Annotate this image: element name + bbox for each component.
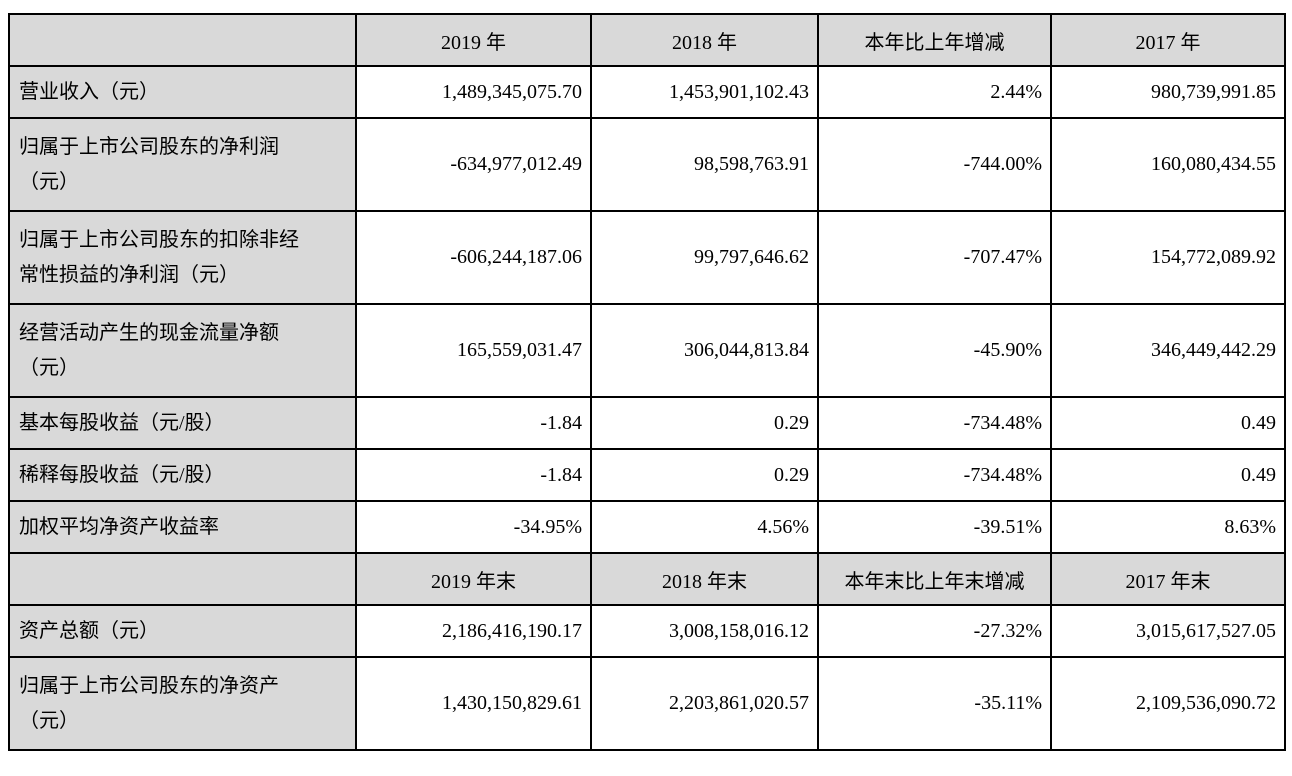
value-cell: -27.32% [817,604,1052,658]
corner-cell [8,552,357,606]
table-row: 经营活动产生的现金流量净额 （元） 165,559,031.47 306,044,8… [8,303,1286,398]
table-row: 资产总额（元） 2,186,416,190.17 3,008,158,016.12-… [8,604,1286,658]
value-cell: 2,203,861,020.57 [590,656,819,751]
value-cell: 98,598,763.91 [590,117,819,212]
value-cell: 0.29 [590,396,819,450]
value-cell: -1.84 [355,396,592,450]
row-label: 归属于上市公司股东的净利润 （元） [8,117,357,212]
value-cell: -734.48% [817,396,1052,450]
value-cell: 1,453,901,102.43 [590,65,819,119]
value-cell: -734.48% [817,448,1052,502]
value-cell: 3,008,158,016.12 [590,604,819,658]
row-label: 加权平均净资产收益率 [8,500,357,554]
header-row: 2019 年 2018 年本年比上年增减 2017 年 [8,13,1286,67]
value-cell: 306,044,813.84 [590,303,819,398]
column-header: 2017 年末 [1050,552,1286,606]
table-row: 基本每股收益（元/股） -1.84 0.29 -734.48% 0.49 [8,396,1286,450]
value-cell: 3,015,617,527.05 [1050,604,1286,658]
table-row: 加权平均净资产收益率 -34.95% 4.56% -39.51% 8.63% [8,500,1286,554]
row-label: 基本每股收益（元/股） [8,396,357,450]
value-cell: -606,244,187.06 [355,210,592,305]
value-cell: 99,797,646.62 [590,210,819,305]
table-row: 营业收入（元） 1,489,345,075.70 1,453,901,102.43 2… [8,65,1286,119]
value-cell: 0.29 [590,448,819,502]
row-label: 稀释每股收益（元/股） [8,448,357,502]
value-cell: 2.44% [817,65,1052,119]
column-header: 本年比上年增减 [817,13,1052,67]
table-row: 归属于上市公司股东的净利润 （元） -634,977,012.49 98,598,7… [8,117,1286,212]
value-cell: -39.51% [817,500,1052,554]
value-cell: 1,430,150,829.61 [355,656,592,751]
value-cell: 160,080,434.55 [1050,117,1286,212]
value-cell: -744.00% [817,117,1052,212]
value-cell: 0.49 [1050,448,1286,502]
column-header: 2018 年 [590,13,819,67]
value-cell: 165,559,031.47 [355,303,592,398]
value-cell: 0.49 [1050,396,1286,450]
value-cell: -34.95% [355,500,592,554]
row-label: 归属于上市公司股东的净资产 （元） [8,656,357,751]
value-cell: 1,489,345,075.70 [355,65,592,119]
value-cell: 2,109,536,090.72 [1050,656,1286,751]
value-cell: 2,186,416,190.17 [355,604,592,658]
value-cell: -1.84 [355,448,592,502]
value-cell: -35.11% [817,656,1052,751]
table-row: 稀释每股收益（元/股） -1.84 0.29 -734.48% 0.49 [8,448,1286,502]
table-body: 2019 年 2018 年本年比上年增减 2017 年营业收入（元） 1,489,34… [8,13,1286,751]
column-header: 本年末比上年末增减 [817,552,1052,606]
row-label: 营业收入（元） [8,65,357,119]
row-label: 资产总额（元） [8,604,357,658]
row-label: 经营活动产生的现金流量净额 （元） [8,303,357,398]
value-cell: 154,772,089.92 [1050,210,1286,305]
value-cell: -707.47% [817,210,1052,305]
corner-cell [8,13,357,67]
row-label: 归属于上市公司股东的扣除非经 常性损益的净利润（元） [8,210,357,305]
value-cell: 346,449,442.29 [1050,303,1286,398]
table-row: 归属于上市公司股东的净资产 （元） 1,430,150,829.61 2,203,8… [8,656,1286,751]
column-header: 2019 年末 [355,552,592,606]
column-header: 2018 年末 [590,552,819,606]
value-cell: 8.63% [1050,500,1286,554]
table-row: 归属于上市公司股东的扣除非经 常性损益的净利润（元） -606,244,187.0… [8,210,1286,305]
header-row: 2019 年末 2018 年末 本年末比上年末增减 2017 年末 [8,552,1286,606]
key-financials-table: 2019 年 2018 年本年比上年增减 2017 年营业收入（元） 1,489,34… [8,13,1286,751]
column-header: 2019 年 [355,13,592,67]
value-cell: 4.56% [590,500,819,554]
value-cell: -45.90% [817,303,1052,398]
value-cell: -634,977,012.49 [355,117,592,212]
value-cell: 980,739,991.85 [1050,65,1286,119]
column-header: 2017 年 [1050,13,1286,67]
